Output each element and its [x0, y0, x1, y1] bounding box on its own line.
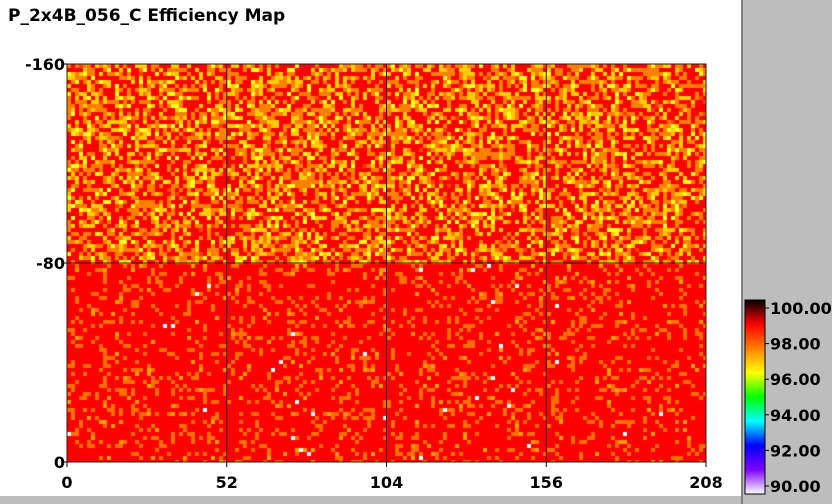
x-tick-label: 52	[216, 473, 238, 492]
y-tick-label: -160	[25, 55, 65, 74]
y-tick-label: -80	[36, 254, 65, 273]
x-tick-label: 156	[530, 473, 563, 492]
colorbar-tick-label: 94.00	[770, 406, 821, 425]
y-tick-label: 0	[54, 453, 65, 472]
x-tick-label: 0	[61, 473, 72, 492]
colorbar-tick-label: 92.00	[770, 441, 821, 460]
y-axis: 0 -80 -160	[25, 55, 67, 472]
chart-title: P_2x4B_056_C Efficiency Map	[8, 6, 286, 26]
x-tick-label: 104	[370, 473, 403, 492]
x-tick-label: 208	[689, 473, 722, 492]
colorbar-gradient	[744, 299, 766, 495]
colorbar-tick-label: 90.00	[770, 477, 821, 496]
colorbar-tick-label: 96.00	[770, 370, 821, 389]
bottom-strip	[0, 496, 741, 504]
colorbar: 100.00 98.00 96.00 94.00 92.00 90.00	[744, 299, 832, 496]
x-axis: 0 52 104 156 208	[61, 462, 723, 492]
colorbar-tick-label: 100.00	[770, 299, 832, 318]
colorbar-tick-label: 98.00	[770, 335, 821, 354]
